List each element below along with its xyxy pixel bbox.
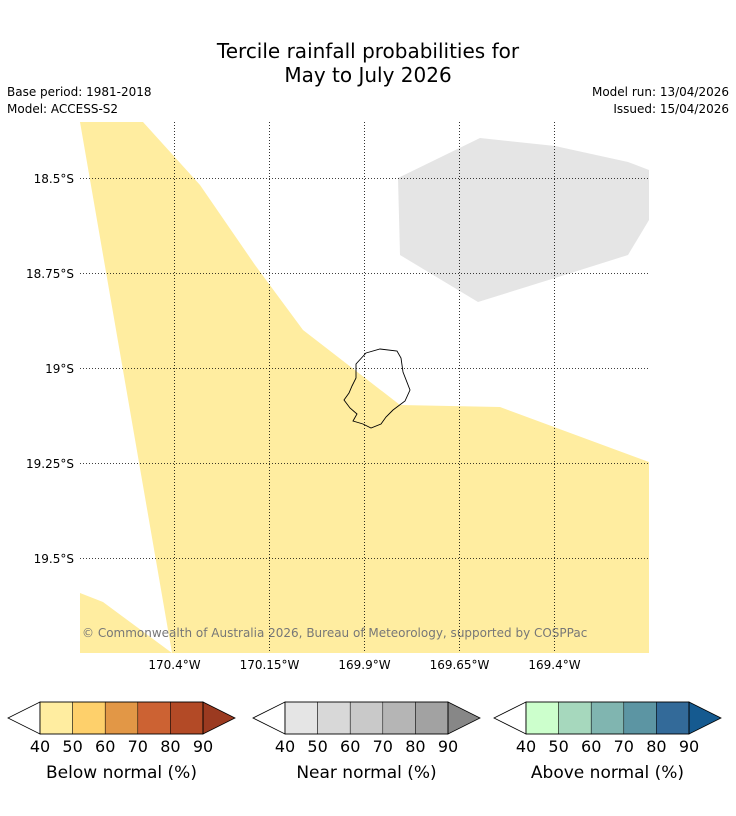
legend-tick-label: 90	[679, 737, 699, 756]
map-area	[80, 122, 649, 653]
legend-title: Below normal (%)	[46, 763, 197, 783]
legend-colorbar: 40 50 60 70 80 90 Above normal (%)	[493, 701, 722, 783]
legend-colorbar: 40 50 60 70 80 90 Below normal (%)	[7, 701, 236, 783]
legends: 40 50 60 70 80 90 Below normal (%) 40 50 60 70 80 90…	[7, 701, 722, 783]
legend-title: Above normal (%)	[531, 763, 684, 783]
legend-cell	[39, 701, 73, 735]
graticule	[80, 122, 649, 653]
legend-arrow-left	[7, 701, 41, 735]
legend-tick-label: 80	[405, 737, 425, 756]
legend-tick-label: 40	[516, 737, 536, 756]
lon-label: 169.65°W	[430, 658, 490, 672]
legend-tick-label: 90	[193, 737, 213, 756]
legend-arrow-right	[688, 701, 722, 735]
legend-cell	[415, 701, 449, 735]
legend-cell	[317, 701, 351, 735]
legend-tick-label: 40	[30, 737, 50, 756]
legend-arrow-left	[252, 701, 286, 735]
lon-label: 170.4°W	[148, 658, 200, 672]
model-run-text: Model run: 13/04/2026	[591, 85, 729, 99]
issued-text: Issued: 15/04/2026	[613, 102, 729, 116]
island-outline	[343, 348, 411, 429]
base-period-text: Base period: 1981-2018	[7, 85, 152, 99]
longitude-labels: 170.4°W 170.15°W 169.9°W 169.65°W 169.4°…	[148, 658, 580, 672]
legend-cell	[558, 701, 592, 735]
legend-title: Near normal (%)	[296, 763, 436, 783]
lat-label: 19°S	[45, 362, 74, 376]
meta-left: Base period: 1981-2018 Model: ACCESS-S2	[7, 84, 152, 118]
legend-arrow-left	[493, 701, 527, 735]
lon-label: 169.9°W	[338, 658, 390, 672]
legend-tick-label: 60	[340, 737, 360, 756]
legend-tick-label: 80	[160, 737, 180, 756]
legend-cell	[525, 701, 559, 735]
legend-outline	[284, 701, 449, 735]
legend-tick-label: 80	[646, 737, 666, 756]
legend-cell	[590, 701, 625, 735]
model-text: Model: ACCESS-S2	[7, 102, 119, 116]
latitude-labels: 18.5°S 18.75°S 19°S 19.25°S 19.5°S	[26, 172, 74, 566]
legend-tick-label: 90	[438, 737, 458, 756]
legend-cell	[656, 701, 690, 735]
legend-cell	[284, 701, 318, 735]
legend-cell	[137, 701, 171, 735]
legend-cell	[170, 701, 204, 735]
legend-cell	[104, 701, 139, 735]
legend-outline	[39, 701, 204, 735]
legend-tick-label: 50	[62, 737, 82, 756]
near-normal-region	[398, 138, 649, 302]
lon-label: 170.15°W	[240, 658, 300, 672]
legend-tick-label: 70	[614, 737, 634, 756]
map-title-line2: May to July 2026	[284, 63, 452, 87]
meta-right: Model run: 13/04/2026 Issued: 15/04/2026	[592, 84, 729, 118]
legend-tick-label: 70	[128, 737, 148, 756]
legend-cell	[72, 701, 106, 735]
legend-tick-label: 60	[95, 737, 115, 756]
legend-arrow-right	[202, 701, 236, 735]
legend-outline	[525, 701, 690, 735]
below-normal-region	[80, 122, 649, 653]
lat-label: 19.25°S	[26, 457, 74, 471]
lat-label: 18.5°S	[34, 172, 74, 186]
legend-arrow-right	[447, 701, 481, 735]
legend-cell	[382, 701, 416, 735]
legend-tick-label: 70	[373, 737, 393, 756]
legend-tick-label: 50	[548, 737, 568, 756]
lat-label: 18.75°S	[26, 267, 74, 281]
legend-tick-label: 60	[581, 737, 601, 756]
map-title-line1: Tercile rainfall probabilities for	[216, 39, 520, 63]
legend-tick-label: 40	[275, 737, 295, 756]
legend-cell	[349, 701, 384, 735]
lat-label: 19.5°S	[34, 552, 74, 566]
legend-tick-label: 50	[307, 737, 327, 756]
lon-label: 169.4°W	[528, 658, 580, 672]
copyright-text: © Commonwealth of Australia 2026, Bureau…	[82, 626, 587, 640]
legend-cell	[623, 701, 657, 735]
